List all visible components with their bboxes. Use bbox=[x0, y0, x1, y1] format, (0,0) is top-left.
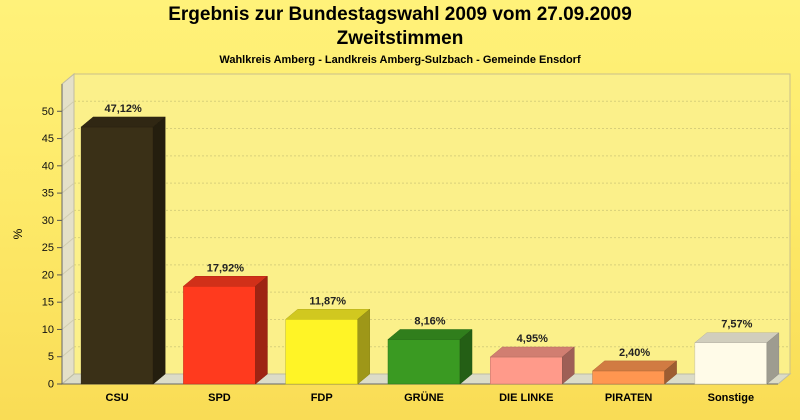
bar-top bbox=[80, 116, 166, 128]
gridline-side bbox=[61, 155, 75, 167]
y-tick-label: 40 bbox=[42, 160, 54, 172]
data-label: 8,16% bbox=[414, 315, 445, 327]
bar-top bbox=[285, 309, 371, 320]
plot-back-wall bbox=[73, 73, 791, 375]
y-tick-label: 10 bbox=[42, 324, 54, 336]
data-label: 7,57% bbox=[721, 319, 752, 331]
data-label: 4,95% bbox=[517, 333, 548, 345]
data-label: 17,92% bbox=[207, 262, 245, 274]
bar bbox=[80, 126, 154, 385]
bar bbox=[694, 342, 768, 385]
y-tick-label: 15 bbox=[42, 297, 54, 309]
data-label: 47,12% bbox=[104, 103, 142, 115]
x-tick-label: FDP bbox=[311, 392, 333, 404]
x-tick-label: DIE LINKE bbox=[499, 392, 553, 404]
gridline-side bbox=[61, 264, 75, 276]
y-tick-label: 50 bbox=[42, 106, 54, 118]
bar-side bbox=[664, 360, 677, 385]
y-axis-label: % bbox=[11, 228, 25, 239]
y-tick-label: 25 bbox=[42, 242, 54, 254]
bar-side bbox=[357, 308, 370, 385]
bar-side bbox=[152, 116, 166, 385]
data-label: 11,87% bbox=[309, 295, 346, 307]
chart-title: Ergebnis zur Bundestagswahl 2009 vom 27.… bbox=[168, 4, 632, 25]
bar-side bbox=[459, 328, 473, 385]
gridline-side bbox=[61, 182, 75, 194]
gridline-side bbox=[61, 209, 75, 221]
x-tick-label: Sonstige bbox=[708, 392, 754, 404]
bar bbox=[387, 339, 461, 385]
y-tick-label: 5 bbox=[48, 351, 54, 363]
data-label: 2,40% bbox=[619, 347, 650, 359]
bar-top bbox=[387, 329, 473, 340]
gridline-side bbox=[61, 319, 75, 330]
bar bbox=[183, 286, 256, 385]
gridline-side bbox=[61, 128, 75, 139]
x-tick-label: SPD bbox=[208, 392, 231, 404]
gridline-side bbox=[61, 291, 75, 303]
bar bbox=[285, 319, 358, 385]
bar-top bbox=[489, 346, 575, 358]
y-tick-label: 20 bbox=[42, 269, 54, 281]
chart-title-line2: Zweitstimmen bbox=[336, 28, 464, 49]
y-tick-label: 30 bbox=[42, 215, 54, 227]
chart-subtitle: Wahlkreis Amberg - Landkreis Amberg-Sulz… bbox=[219, 54, 581, 66]
y-tick-label: 0 bbox=[48, 379, 54, 391]
bar-side bbox=[766, 332, 780, 385]
bar-top bbox=[182, 276, 269, 287]
bar-side bbox=[562, 346, 575, 385]
x-tick-label: CSU bbox=[106, 392, 129, 404]
plot-left-wall bbox=[61, 72, 75, 386]
x-tick-label: PIRATEN bbox=[605, 392, 653, 404]
gridline-side bbox=[61, 100, 75, 112]
bar-top bbox=[591, 360, 678, 372]
bar-top bbox=[694, 332, 780, 343]
gridline-side bbox=[61, 346, 75, 358]
y-tick-label: 35 bbox=[42, 188, 54, 200]
gridline-side bbox=[61, 237, 75, 249]
bar-side bbox=[255, 275, 268, 385]
y-tick-label: 45 bbox=[42, 133, 54, 145]
bar bbox=[592, 370, 665, 385]
bar bbox=[490, 356, 563, 385]
x-tick-label: GRÜNE bbox=[404, 391, 444, 404]
